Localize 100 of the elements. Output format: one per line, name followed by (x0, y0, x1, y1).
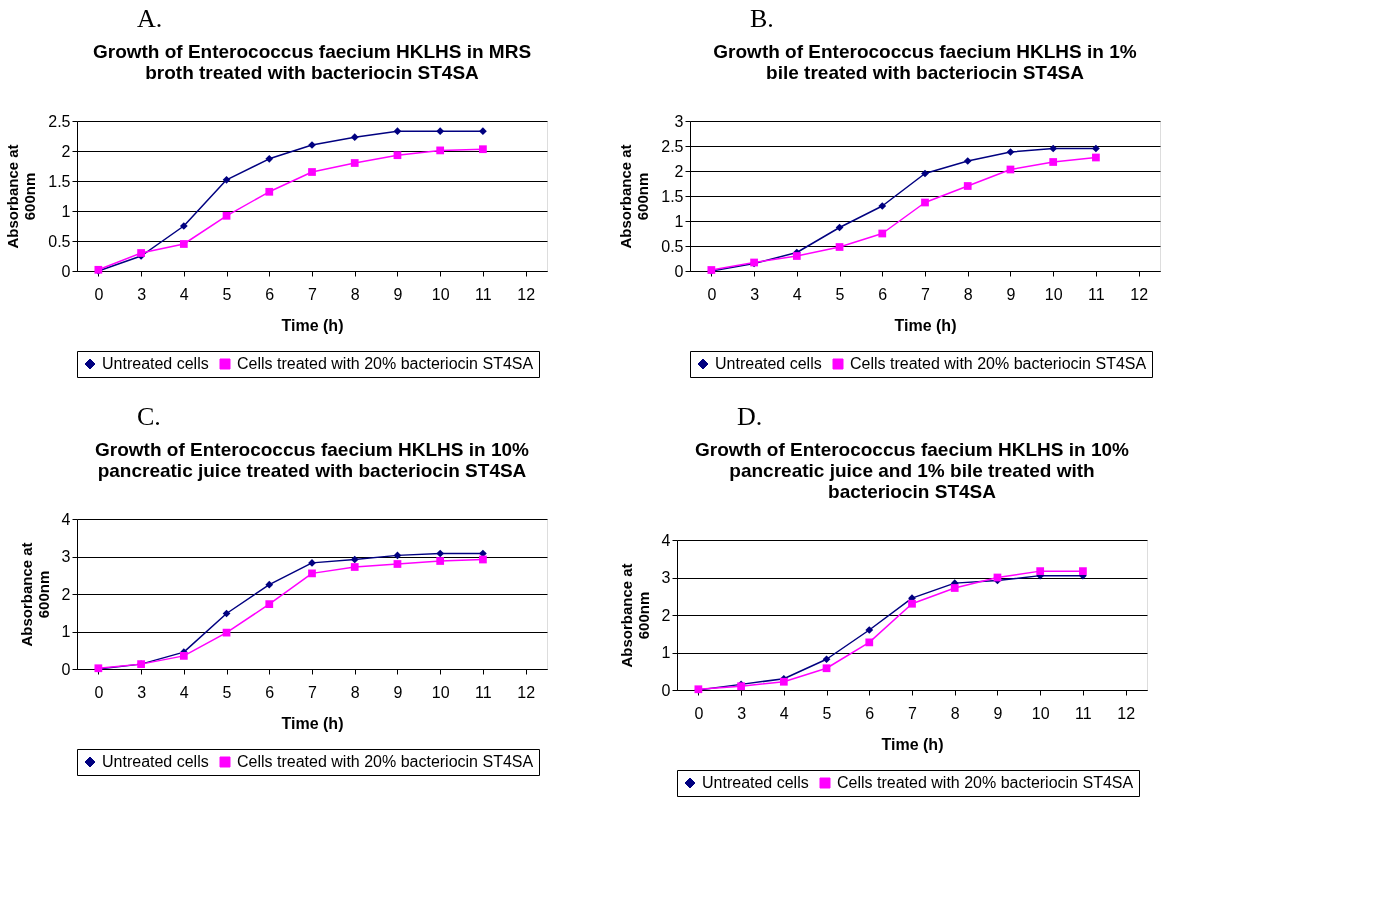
x-tick-label: 10 (1031, 704, 1050, 722)
x-tick-label: 7 (908, 704, 918, 722)
y-tick-label: 3 (674, 112, 684, 130)
x-tick-label: 6 (878, 285, 888, 303)
x-tick-label: 4 (179, 285, 189, 303)
y-tick-label: 2.5 (48, 112, 71, 130)
legend-label: Untreated cells (102, 753, 209, 770)
point (908, 599, 916, 608)
x-tick-label: 3 (137, 683, 147, 701)
x-tick-label: 8 (963, 285, 973, 303)
legend-label: Untreated cells (715, 355, 822, 372)
x-tick-label: 10 (431, 285, 450, 303)
point (950, 584, 959, 592)
y-tick-label: 0.5 (661, 237, 684, 255)
y-tick-label: 2 (61, 585, 71, 603)
x-tick-label: 10 (431, 683, 450, 701)
point (865, 638, 874, 647)
point (436, 557, 445, 565)
chart-title: Growth of Enterococcus faecium HKLHS in 10% pancreatic juice and 1% bile treated with bacteriocin ST4SA (695, 439, 1130, 502)
point (265, 600, 274, 608)
point (179, 240, 188, 248)
point (222, 211, 231, 220)
x-tick-label: 9 (393, 683, 403, 701)
x-tick-label: 3 (737, 704, 747, 722)
point (436, 549, 445, 558)
x-tick-label: 4 (179, 683, 189, 701)
point (921, 169, 929, 178)
point (265, 580, 274, 589)
point (479, 555, 487, 564)
x-tick-label: 12 (1130, 285, 1149, 303)
point (835, 243, 844, 251)
x-tick-label: 9 (393, 285, 403, 303)
x-tick-label: 9 (993, 704, 1003, 722)
point (479, 127, 487, 136)
point (963, 157, 972, 165)
point (479, 145, 487, 154)
x-tick-label: 7 (308, 285, 318, 303)
y-axis-title: Absorbance at 600nm (617, 563, 652, 668)
x-tick-label: 5 (835, 285, 845, 303)
x-axis-title: Time (h) (281, 714, 344, 732)
point (963, 182, 972, 190)
text: C. (137, 402, 161, 431)
legend-label: Untreated cells (102, 355, 209, 372)
point (393, 551, 402, 560)
y-tick-label: 3 (661, 569, 671, 586)
y-tick-label: 0 (61, 660, 71, 678)
point (308, 569, 316, 578)
y-axis-title: Absorbance at 600nm (17, 542, 52, 647)
x-tick-label: 5 (822, 704, 832, 722)
point (878, 229, 887, 238)
chart-title: Growth of Enterococcus faecium HKLHS in 10% pancreatic juice treated with bacteriocin ST4SA (95, 439, 530, 481)
y-tick-label: 0 (61, 262, 71, 280)
y-tick-label: 3 (61, 548, 71, 565)
y-tick-label: 0.5 (48, 232, 71, 250)
y-tick-label: 2 (61, 142, 71, 160)
text: B. (750, 4, 774, 33)
point (350, 555, 359, 564)
x-tick-label: 3 (750, 285, 760, 303)
y-tick-label: 4 (661, 531, 671, 549)
y-tick-label: 1 (661, 644, 671, 661)
point (822, 655, 831, 664)
point (265, 187, 274, 196)
point (179, 652, 188, 660)
x-tick-label: 8 (950, 704, 960, 722)
legend-label: Cells treated with 20% bacteriocin ST4SA (837, 774, 1134, 791)
y-tick-label: 2 (674, 162, 684, 180)
point (1079, 567, 1087, 575)
point (436, 127, 445, 136)
x-tick-label: 5 (222, 683, 232, 701)
text: A. (137, 4, 163, 33)
x-tick-label: 11 (1088, 285, 1105, 303)
point (179, 222, 188, 230)
point (350, 563, 359, 571)
y-tick-label: 1 (674, 212, 684, 230)
y-tick-label: 2.5 (661, 137, 684, 155)
y-tick-label: 2 (661, 606, 671, 624)
chart-title: Growth of Enterococcus faecium HKLHS in 1% bile treated with bacteriocin ST4SA (713, 41, 1137, 83)
point (822, 664, 831, 673)
x-tick-label: 7 (921, 285, 931, 303)
x-tick-label: 8 (350, 285, 360, 303)
x-tick-label: 12 (1117, 704, 1136, 722)
y-tick-label: 1.5 (48, 172, 71, 190)
legend-label: Cells treated with 20% bacteriocin ST4SA (850, 355, 1147, 372)
x-tick-label: 3 (137, 285, 147, 303)
x-tick-label: 11 (1075, 704, 1092, 722)
y-axis-title: Absorbance at 600nm (4, 144, 39, 249)
point (393, 127, 402, 136)
x-axis-title: Time (h) (894, 316, 957, 334)
y-axis-title: Absorbance at 600nm (617, 144, 652, 249)
x-tick-label: 0 (94, 683, 104, 701)
x-tick-label: 6 (265, 285, 275, 303)
y-tick-label: 0 (674, 262, 684, 280)
x-tick-label: 5 (222, 285, 232, 303)
chart-title: Growth of Enterococcus faecium HKLHS in MRS broth treated with bacteriocin ST4SA (92, 41, 532, 83)
text: D. (737, 402, 763, 431)
x-tick-label: 4 (779, 704, 789, 722)
point (350, 159, 359, 167)
point (1049, 158, 1058, 166)
x-tick-label: 6 (865, 704, 875, 722)
point (350, 133, 359, 142)
